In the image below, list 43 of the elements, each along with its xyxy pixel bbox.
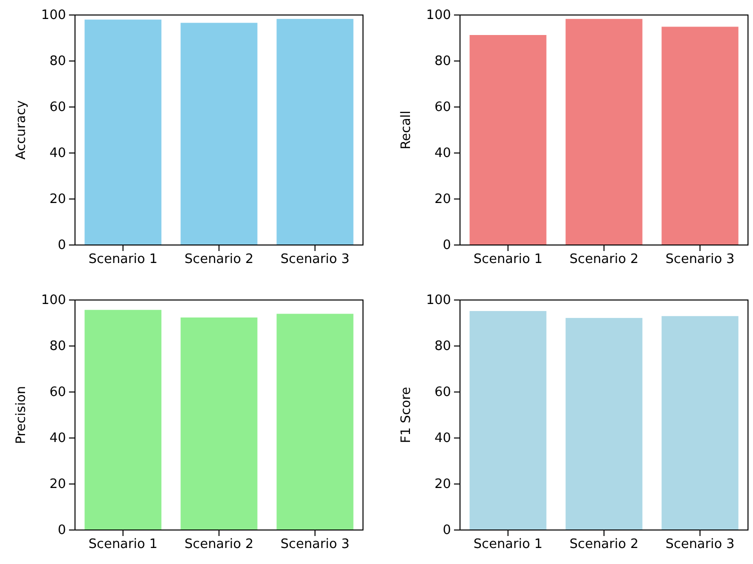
y-tick-label: 100: [41, 8, 66, 24]
x-tick-label: Scenario 2: [184, 537, 254, 552]
y-tick-label: 20: [49, 477, 66, 492]
x-tick-label: Scenario 3: [280, 537, 350, 552]
y-tick-label: 40: [49, 146, 66, 162]
y-tick-label: 20: [434, 477, 451, 492]
y-tick-label: 100: [426, 8, 451, 24]
y-tick-label: 20: [434, 192, 451, 208]
y-tick-label: 40: [434, 431, 451, 446]
bar: [84, 310, 162, 530]
x-tick-label: Scenario 1: [474, 252, 542, 268]
y-tick-label: 80: [49, 54, 66, 70]
x-tick-label: Scenario 3: [666, 537, 734, 552]
y-axis-title: Accuracy: [14, 100, 29, 160]
x-tick-label: Scenario 2: [570, 252, 638, 268]
x-tick-label: Scenario 1: [88, 252, 158, 268]
y-axis-title: Recall: [399, 110, 414, 150]
y-tick-label: 40: [434, 146, 451, 162]
y-tick-label: 80: [49, 339, 66, 354]
y-tick-label: 100: [41, 293, 66, 308]
y-tick-label: 0: [442, 523, 451, 538]
y-axis-title: F1 Score: [399, 386, 414, 444]
y-tick-label: 60: [49, 100, 66, 116]
x-tick-label: Scenario 2: [184, 252, 254, 268]
y-tick-label: 80: [434, 339, 451, 354]
y-tick-label: 40: [49, 431, 66, 446]
y-tick-label: 0: [442, 238, 451, 254]
y-tick-label: 0: [58, 523, 66, 538]
bar: [180, 317, 258, 530]
x-tick-label: Scenario 3: [666, 252, 734, 268]
x-tick-label: Scenario 2: [570, 537, 638, 552]
y-tick-label: 60: [49, 385, 66, 400]
y-axis-title: Precision: [14, 386, 29, 444]
y-tick-label: 60: [434, 385, 451, 400]
bar: [276, 314, 354, 530]
y-tick-label: 80: [434, 54, 451, 70]
y-tick-label: 0: [58, 238, 66, 254]
y-tick-label: 60: [434, 100, 451, 116]
x-tick-label: Scenario 3: [280, 252, 350, 268]
x-tick-label: Scenario 1: [474, 537, 542, 552]
y-tick-label: 20: [49, 192, 66, 208]
y-tick-label: 100: [426, 293, 451, 308]
x-tick-label: Scenario 1: [88, 537, 158, 552]
